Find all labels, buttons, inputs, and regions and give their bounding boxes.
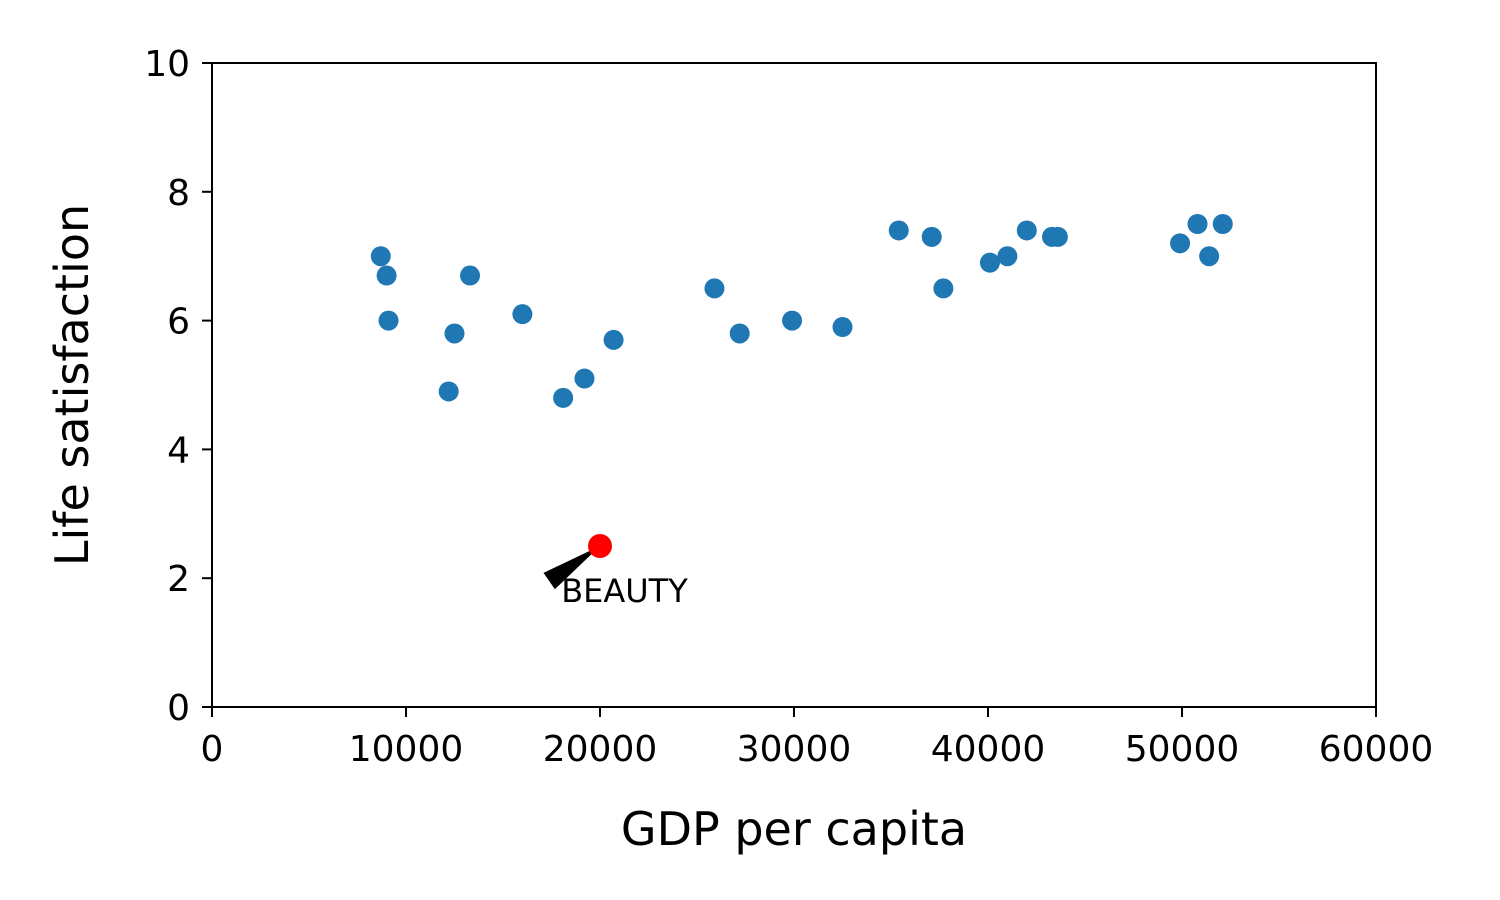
- annotation-arrow: [543, 546, 600, 590]
- data-point-17: [979, 252, 1000, 273]
- x-tick-label: 30000: [737, 729, 852, 770]
- annotation: BEAUTY: [543, 534, 688, 610]
- highlighted-point: [588, 534, 612, 558]
- data-point-16: [933, 278, 954, 299]
- data-point-1: [376, 265, 397, 286]
- y-tick-label: 8: [167, 173, 190, 214]
- data-point-13: [832, 317, 853, 338]
- x-axis: 0 10000 20000 30000 40000 50000 60000: [201, 707, 1434, 770]
- y-axis-label: Life satisfaction: [45, 204, 99, 566]
- data-point-14: [888, 220, 909, 241]
- data-point-6: [512, 304, 533, 325]
- y-tick-label: 6: [167, 302, 190, 343]
- data-point-21: [1047, 226, 1068, 247]
- data-point-8: [574, 368, 595, 389]
- data-point-22: [1170, 233, 1191, 254]
- data-point-5: [460, 265, 481, 286]
- x-tick-label: 20000: [543, 729, 658, 770]
- y-tick-label: 2: [167, 559, 190, 600]
- data-point-3: [438, 381, 459, 402]
- x-axis-label: GDP per capita: [621, 802, 967, 856]
- x-tick-label: 60000: [1319, 729, 1434, 770]
- data-point-19: [1016, 220, 1037, 241]
- x-tick-label: 10000: [349, 729, 464, 770]
- data-point-10: [704, 278, 725, 299]
- y-axis: 0 2 4 6 8 10: [144, 44, 212, 729]
- x-tick-label: 40000: [931, 729, 1046, 770]
- y-tick-label: 4: [167, 430, 190, 471]
- annotation-label: BEAUTY: [561, 572, 688, 610]
- data-points: [370, 214, 1233, 408]
- x-tick-label: 50000: [1125, 729, 1240, 770]
- y-tick-label: 0: [167, 688, 190, 729]
- data-point-2: [378, 310, 399, 331]
- data-point-4: [444, 323, 465, 344]
- y-tick-label: 10: [144, 44, 190, 85]
- data-point-0: [370, 246, 391, 267]
- data-point-23: [1187, 214, 1208, 234]
- x-tick-label: 0: [201, 729, 224, 770]
- data-point-15: [921, 226, 942, 247]
- data-point-25: [1212, 214, 1233, 234]
- data-point-7: [553, 387, 574, 408]
- data-point-9: [603, 329, 624, 350]
- data-point-11: [729, 323, 750, 344]
- data-point-18: [997, 246, 1018, 267]
- data-point-24: [1199, 246, 1220, 267]
- data-point-12: [782, 310, 803, 331]
